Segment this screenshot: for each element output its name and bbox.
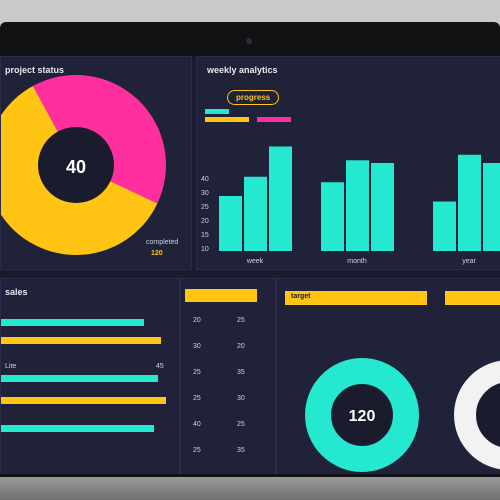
table-header-chip — [185, 289, 257, 302]
y-tick-label: 30 — [201, 190, 209, 197]
donut-header-chip: target — [285, 291, 427, 305]
table-cell: 20 — [193, 317, 201, 324]
y-tick-label: 15 — [201, 232, 209, 239]
hbar-panel: sales Lite 45 — [0, 278, 180, 474]
bar-year-2 — [483, 163, 500, 251]
table-cell: 40 — [193, 421, 201, 428]
y-tick-label: 20 — [201, 218, 209, 225]
hbar-row[interactable] — [1, 319, 144, 326]
pie-chart-panel: project status 40 completed 120 — [0, 56, 192, 270]
pie-center-value: 40 — [66, 157, 86, 177]
hbar-value: 45 — [156, 363, 164, 370]
x-tick-label: month — [347, 258, 367, 265]
table-cell: 25 — [193, 447, 201, 454]
donut2-header-chip — [445, 291, 500, 305]
table-cell: 30 — [237, 395, 245, 402]
donut-panel: target 120 — [276, 278, 500, 474]
y-tick-label: 25 — [201, 204, 209, 211]
table-cell: 25 — [237, 317, 245, 324]
table-cell: 20 — [237, 343, 245, 350]
table-panel: 20 25 30 20 25 35 25 30 40 25 25 35 — [180, 278, 276, 474]
pie-footer-value: 120 — [151, 250, 163, 257]
hbar-panel-title: sales — [5, 287, 28, 297]
bar-week-1 — [244, 176, 267, 251]
hbar-row[interactable] — [1, 397, 166, 404]
table-cell: 35 — [237, 447, 245, 454]
legend-pink — [257, 117, 291, 122]
bar-month-1 — [346, 160, 369, 251]
table-cell: 25 — [193, 369, 201, 376]
donut-charts[interactable]: 120 — [277, 279, 500, 474]
donut2-ring-white — [454, 360, 500, 470]
progress-tag[interactable]: progress — [227, 90, 280, 105]
bar-year-1 — [458, 154, 481, 251]
hbar-row[interactable] — [1, 425, 154, 432]
bar-week-2 — [269, 146, 292, 251]
bar-week-0 — [219, 196, 242, 251]
laptop-base — [0, 477, 500, 500]
bar-chart-panel: weekly analytics progress 40 30 25 20 15 10 we… — [196, 56, 500, 270]
bar-month-0 — [321, 182, 344, 251]
bar-panel-title: weekly analytics — [207, 65, 278, 75]
hbar-row[interactable] — [1, 337, 161, 344]
x-tick-label: year — [462, 258, 476, 265]
pie-chart[interactable]: 40 — [1, 57, 191, 269]
pie-center-hole — [38, 127, 114, 203]
bar-year-0 — [433, 201, 456, 251]
table-cell: 25 — [237, 421, 245, 428]
donut2-center — [477, 384, 500, 446]
y-tick-label: 40 — [201, 176, 209, 183]
donut-ring-cyan — [305, 358, 419, 472]
legend-cyan — [205, 109, 229, 114]
bar-month-2 — [371, 163, 394, 251]
table-cell: 30 — [193, 343, 201, 350]
hbar-row[interactable] — [1, 375, 158, 382]
laptop-frame: project status 40 completed 120 weekly a… — [0, 22, 500, 477]
hbar-label: Lite — [5, 363, 17, 370]
table-cell: 25 — [193, 395, 201, 402]
bar-chart[interactable]: 40 30 25 20 15 10 week month year — [197, 57, 500, 269]
x-tick-label: week — [246, 258, 264, 265]
dashboard-screen: project status 40 completed 120 weekly a… — [0, 56, 500, 474]
webcam — [246, 38, 252, 44]
pie-footer-label: completed — [146, 239, 179, 246]
table-cell: 35 — [237, 369, 245, 376]
donut-center — [332, 385, 392, 445]
legend-yellow — [205, 117, 249, 122]
pie-panel-title: project status — [5, 65, 65, 75]
y-tick-label: 10 — [201, 246, 209, 253]
donut-center-value: 120 — [349, 408, 376, 425]
